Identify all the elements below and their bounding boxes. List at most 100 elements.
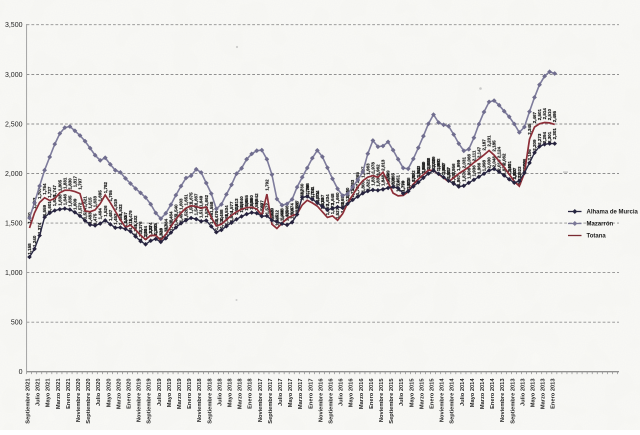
svg-text:1,662: 1,662 — [204, 194, 209, 206]
svg-text:1,675: 1,675 — [189, 192, 194, 204]
svg-text:1,619: 1,619 — [113, 199, 118, 211]
svg-text:Mayo 2014: Mayo 2014 — [470, 378, 476, 408]
svg-text:2,062: 2,062 — [502, 153, 507, 165]
svg-text:1,802: 1,802 — [391, 177, 396, 189]
svg-text:Noviembre 2016: Noviembre 2016 — [318, 379, 324, 423]
svg-text:2,046: 2,046 — [492, 156, 497, 168]
svg-text:Marzo 2018: Marzo 2018 — [238, 379, 244, 410]
svg-text:1,651: 1,651 — [184, 194, 189, 206]
svg-text:Septiembre 2021: Septiembre 2021 — [26, 379, 32, 424]
svg-text:1,923: 1,923 — [517, 166, 522, 178]
svg-text:1,741: 1,741 — [310, 186, 315, 198]
svg-text:Enero 2021: Enero 2021 — [66, 379, 72, 409]
svg-text:Enero 2015: Enero 2015 — [430, 379, 436, 409]
svg-text:1,754: 1,754 — [42, 183, 47, 195]
svg-text:2,185: 2,185 — [492, 140, 497, 152]
svg-text:1,487: 1,487 — [108, 209, 113, 221]
svg-text:Noviembre 2013: Noviembre 2013 — [500, 379, 506, 423]
svg-text:1,816: 1,816 — [406, 177, 411, 189]
svg-text:1,374: 1,374 — [37, 222, 42, 234]
svg-text:1,992: 1,992 — [436, 158, 441, 170]
svg-text:2,030: 2,030 — [487, 157, 492, 169]
svg-text:1,613: 1,613 — [320, 197, 325, 209]
svg-text:1,855: 1,855 — [386, 173, 391, 185]
svg-text:Mayo 2017: Mayo 2017 — [288, 379, 294, 408]
svg-text:1,457: 1,457 — [123, 212, 128, 224]
svg-text:1,626: 1,626 — [52, 195, 57, 207]
svg-text:Julio 2019: Julio 2019 — [157, 379, 163, 407]
svg-text:1,927: 1,927 — [446, 167, 451, 179]
svg-text:2,273: 2,273 — [537, 133, 542, 145]
svg-text:Marzo 2014: Marzo 2014 — [480, 378, 486, 410]
svg-text:Totana: Totana — [587, 234, 607, 240]
svg-text:2,003: 2,003 — [522, 161, 527, 173]
svg-text:Marzo 2013: Marzo 2013 — [541, 379, 547, 410]
svg-text:2,294: 2,294 — [542, 132, 547, 144]
svg-text:1,574: 1,574 — [290, 203, 295, 215]
svg-text:Marzo 2021: Marzo 2021 — [56, 379, 62, 410]
svg-text:1,865: 1,865 — [391, 173, 396, 185]
svg-text:500: 500 — [11, 320, 23, 327]
svg-text:1,782: 1,782 — [103, 182, 108, 194]
svg-text:1,943: 1,943 — [416, 165, 421, 177]
svg-text:2,124: 2,124 — [497, 146, 502, 158]
svg-text:1,911: 1,911 — [416, 167, 421, 179]
svg-text:Enero 2014: Enero 2014 — [490, 378, 496, 409]
svg-text:Septiembre 2018: Septiembre 2018 — [207, 379, 213, 424]
svg-text:Noviembre 2014: Noviembre 2014 — [440, 378, 446, 422]
svg-text:1,590: 1,590 — [244, 199, 249, 211]
svg-text:1,430: 1,430 — [219, 217, 224, 229]
svg-text:1,767: 1,767 — [355, 183, 360, 195]
svg-text:1,956: 1,956 — [421, 162, 426, 174]
svg-text:2,106: 2,106 — [527, 149, 532, 161]
svg-text:1,375: 1,375 — [153, 222, 158, 234]
svg-text:1,998: 1,998 — [482, 160, 487, 172]
svg-text:1,870: 1,870 — [411, 174, 416, 186]
svg-text:1,936: 1,936 — [471, 165, 476, 177]
svg-text:1,867: 1,867 — [456, 174, 461, 186]
svg-text:1,546: 1,546 — [285, 205, 290, 217]
svg-text:1,779: 1,779 — [401, 180, 406, 192]
svg-text:1,840: 1,840 — [381, 174, 386, 186]
svg-text:1,707: 1,707 — [37, 187, 42, 199]
svg-text:1,453: 1,453 — [113, 213, 118, 225]
svg-text:1,551: 1,551 — [189, 202, 194, 214]
svg-text:1,638: 1,638 — [57, 194, 62, 206]
svg-text:1,577: 1,577 — [259, 200, 264, 212]
svg-text:2,231: 2,231 — [487, 135, 492, 147]
svg-text:1,729: 1,729 — [305, 185, 310, 197]
svg-text:1,577: 1,577 — [229, 201, 234, 213]
svg-text:1,340: 1,340 — [153, 224, 158, 236]
svg-text:2,467: 2,467 — [532, 111, 537, 123]
svg-text:3,500: 3,500 — [5, 22, 23, 29]
svg-text:1,475: 1,475 — [93, 213, 98, 225]
svg-text:1,415: 1,415 — [128, 218, 133, 230]
svg-text:1,497: 1,497 — [179, 210, 184, 222]
svg-text:1,558: 1,558 — [209, 201, 214, 213]
svg-text:2,500: 2,500 — [5, 121, 23, 128]
svg-text:1,834: 1,834 — [370, 174, 375, 186]
svg-text:2,000: 2,000 — [5, 171, 23, 178]
svg-text:1,572: 1,572 — [264, 203, 269, 215]
svg-text:1,653: 1,653 — [340, 193, 345, 205]
svg-text:1,000: 1,000 — [5, 270, 23, 277]
svg-text:1,599: 1,599 — [254, 199, 259, 211]
svg-text:1,797: 1,797 — [78, 178, 83, 190]
svg-text:1,917: 1,917 — [446, 166, 451, 178]
svg-text:1,735: 1,735 — [350, 186, 355, 198]
svg-text:Noviembre 2019: Noviembre 2019 — [137, 379, 143, 423]
svg-text:1,957: 1,957 — [441, 162, 446, 174]
svg-text:1,667: 1,667 — [194, 193, 199, 205]
svg-text:1,633: 1,633 — [93, 196, 98, 208]
svg-text:1,991: 1,991 — [507, 160, 512, 172]
svg-text:Septiembre 2017: Septiembre 2017 — [268, 379, 274, 424]
svg-text:2,013: 2,013 — [381, 159, 386, 171]
svg-text:Mazarrón: Mazarrón — [587, 222, 614, 228]
svg-text:1,646: 1,646 — [62, 194, 67, 206]
svg-text:1,963: 1,963 — [365, 163, 370, 175]
svg-text:1,907: 1,907 — [512, 167, 517, 179]
svg-text:Marzo 2017: Marzo 2017 — [298, 379, 304, 410]
svg-text:1,830: 1,830 — [375, 175, 380, 187]
svg-text:Alhama de Murcia: Alhama de Murcia — [587, 210, 639, 216]
svg-text:Septiembre 2020: Septiembre 2020 — [86, 379, 92, 424]
